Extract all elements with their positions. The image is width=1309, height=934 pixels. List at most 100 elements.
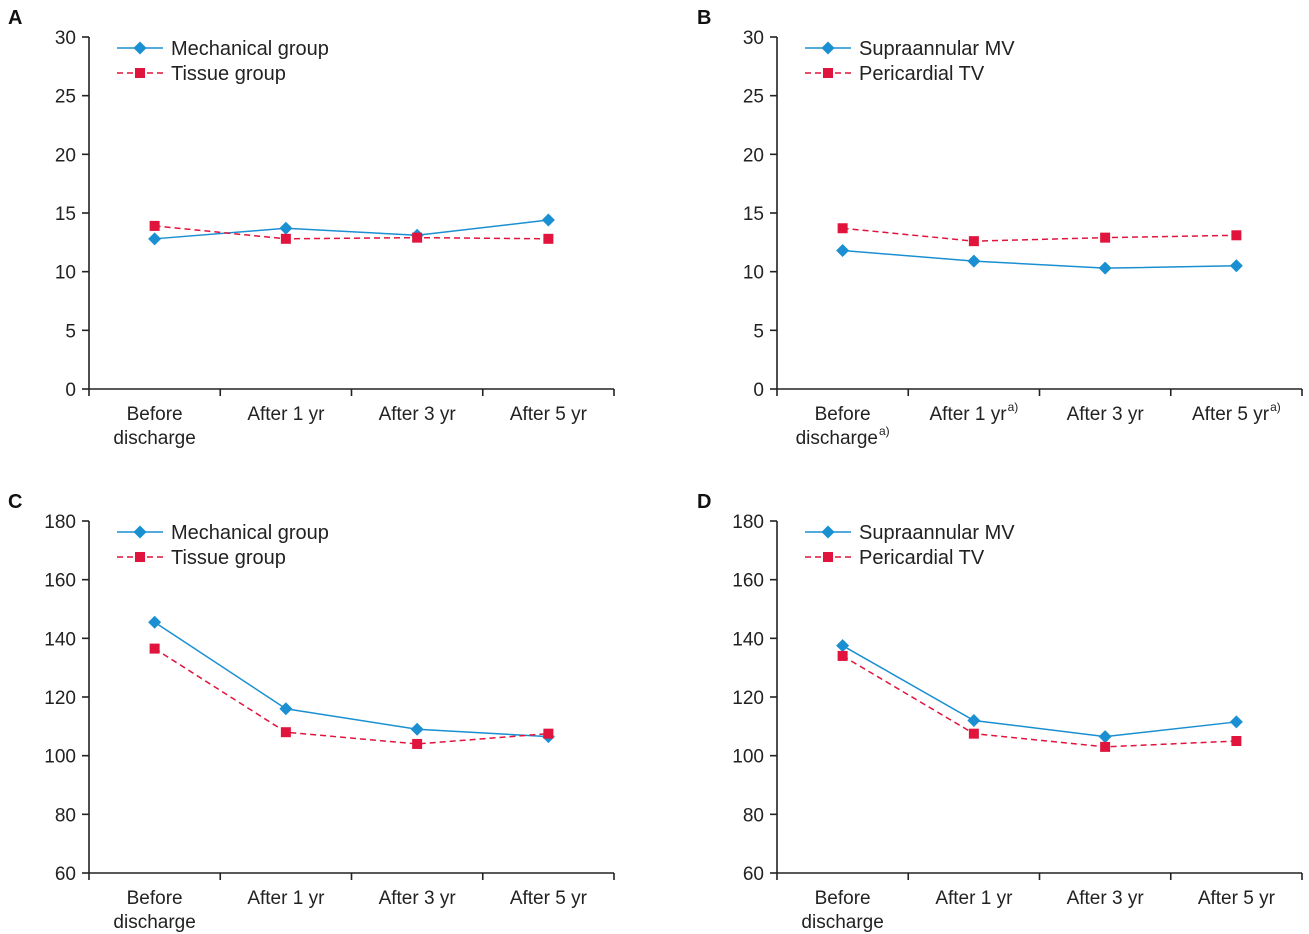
legend-marker (823, 552, 833, 562)
data-point (543, 233, 554, 244)
panel-label: B (697, 7, 711, 29)
legend-label: Supraannular MV (859, 38, 1015, 60)
x-tick-label: After 5 yr (510, 404, 588, 425)
data-point (1229, 259, 1243, 273)
legend-label: Tissue group (171, 63, 286, 85)
x-tick-label-text: Before (815, 888, 871, 909)
data-point (837, 223, 848, 234)
x-tick-label: Before (815, 888, 871, 909)
data-point (1098, 730, 1112, 744)
y-tick-label: 0 (65, 380, 76, 401)
y-tick-label: 5 (65, 321, 76, 342)
x-tick-label-footnote: a) (1008, 400, 1019, 414)
y-tick-label: 15 (743, 204, 764, 225)
x-tick-label: Before (127, 404, 183, 425)
data-point (412, 738, 423, 749)
x-tick-label: After 3 yr (379, 888, 457, 909)
y-tick-label: 20 (743, 145, 764, 166)
series-line-1 (154, 621, 549, 738)
legend-marker (135, 68, 145, 78)
x-tick-label: After 1 yr (247, 404, 325, 425)
x-tick-label: After 5 yr (510, 888, 588, 909)
x-tick-label-text: After 5 yr (510, 404, 588, 425)
x-tick-label-text: Before (127, 404, 183, 425)
series-line-1 (842, 645, 1237, 738)
chart-panel-c: C 60 80 100 120 140 160 180 Before discharge After… (8, 491, 615, 933)
x-tick-label-text: After 1 yr (935, 888, 1013, 909)
y-tick-label: 80 (55, 805, 76, 826)
x-tick-label: After 3 yr (1067, 404, 1145, 425)
x-tick-label: After 3 yr (1067, 888, 1145, 909)
legend-marker (135, 552, 145, 562)
data-point (1100, 232, 1111, 243)
x-tick-label: Before (127, 888, 183, 909)
legend-label: Tissue group (171, 547, 286, 569)
legend-label: Supraannular MV (859, 522, 1015, 544)
y-tick-label: 15 (55, 204, 76, 225)
legend-marker (823, 68, 833, 78)
y-tick-label: 180 (44, 512, 76, 533)
x-tick-label-text: discharge (796, 428, 878, 449)
y-tick-label: 60 (55, 864, 76, 885)
data-point (967, 713, 981, 727)
legend-label: Mechanical group (171, 522, 329, 544)
x-tick-label: After 1 yra) (930, 400, 1019, 425)
data-point (837, 650, 848, 661)
data-point (541, 213, 555, 227)
x-tick-label: After 1 yr (935, 888, 1013, 909)
y-tick-label: 10 (743, 263, 764, 284)
x-tick-label: discharge (801, 912, 883, 933)
x-tick-label: After 3 yr (379, 404, 457, 425)
series-line-2 (154, 225, 549, 240)
x-tick-label: After 5 yr (1198, 888, 1276, 909)
x-tick-label-text: discharge (113, 428, 195, 449)
x-tick-label-text: discharge (113, 912, 195, 933)
y-tick-label: 120 (732, 688, 764, 709)
data-point (148, 615, 162, 629)
x-tick-label-text: After 1 yr (247, 888, 325, 909)
y-tick-label: 10 (55, 263, 76, 284)
data-point (279, 221, 293, 235)
data-point (543, 728, 554, 739)
x-tick-label: Before (815, 404, 871, 425)
x-tick-label: After 5 yra) (1192, 400, 1281, 425)
series-line-2 (842, 227, 1237, 242)
legend-label: Pericardial TV (859, 547, 985, 569)
x-tick-label: discharge (113, 912, 195, 933)
series-line-2 (842, 655, 1237, 748)
x-tick-label-text: Before (127, 888, 183, 909)
x-tick-label-text: After 3 yr (379, 404, 457, 425)
y-tick-label: 25 (743, 87, 764, 108)
y-tick-label: 160 (44, 571, 76, 592)
y-tick-label: 180 (732, 512, 764, 533)
legend-marker (821, 41, 835, 55)
x-tick-label-text: After 5 yr (1198, 888, 1276, 909)
series-line-1 (154, 219, 549, 240)
x-tick-label-footnote: a) (879, 424, 890, 438)
data-point (836, 639, 850, 653)
panel-label: A (8, 7, 22, 29)
y-tick-label: 60 (743, 864, 764, 885)
legend-label: Pericardial TV (859, 63, 985, 85)
y-tick-label: 100 (732, 747, 764, 768)
data-point (149, 643, 160, 654)
y-tick-label: 5 (753, 321, 764, 342)
panel-label: C (8, 491, 22, 513)
legend-marker (133, 525, 147, 539)
series-line-1 (842, 249, 1237, 269)
x-tick-label-text: After 3 yr (1067, 404, 1145, 425)
legend-label: Mechanical group (171, 38, 329, 60)
x-tick-label-text: After 3 yr (1067, 888, 1145, 909)
x-tick-label-text: discharge (801, 912, 883, 933)
y-tick-label: 80 (743, 805, 764, 826)
x-tick-label: After 1 yr (247, 888, 325, 909)
x-tick-label-text: After 5 yr (510, 888, 588, 909)
data-point (280, 727, 291, 738)
chart-panel-d: D 60 80 100 120 140 160 180 Before discharge After… (697, 491, 1303, 933)
x-tick-label-text: After 1 yr (930, 404, 1008, 425)
data-point (1231, 736, 1242, 746)
y-tick-label: 160 (732, 571, 764, 592)
y-tick-label: 140 (732, 629, 764, 650)
data-point (1098, 261, 1112, 275)
